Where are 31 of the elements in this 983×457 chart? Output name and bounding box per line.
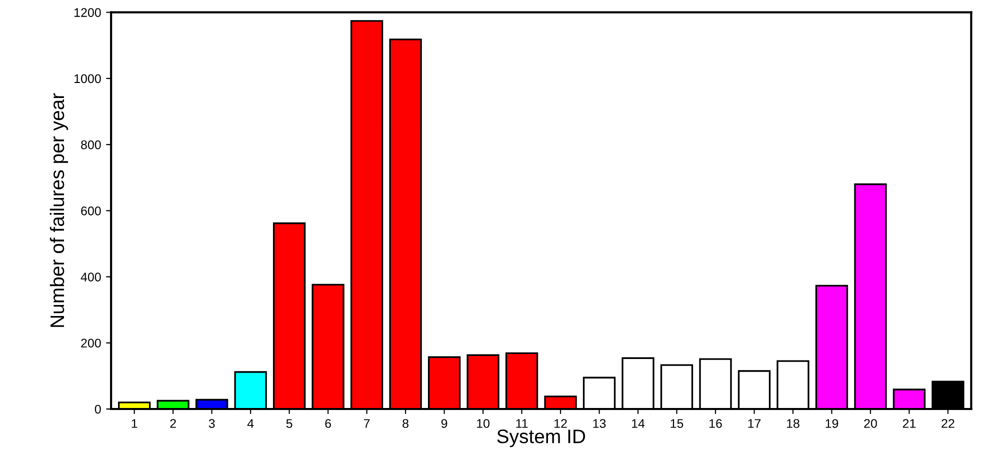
x-tick-label: 6 xyxy=(325,419,331,428)
x-tick-label: 1 xyxy=(132,419,138,428)
y-tick-label: 1000 xyxy=(74,74,101,84)
x-tick-label: 9 xyxy=(441,419,448,428)
x-tick-label: 17 xyxy=(748,419,761,428)
x-tick-label: 20 xyxy=(864,419,877,428)
y-tick-label: 0 xyxy=(94,404,101,414)
x-tick-label: 22 xyxy=(942,419,954,428)
x-tick-label: 21 xyxy=(902,419,916,428)
x-tick-label: 2 xyxy=(170,419,176,428)
x-tick-label: 19 xyxy=(826,419,838,428)
x-tick-label: 8 xyxy=(402,419,408,428)
x-tick-label: 4 xyxy=(247,419,254,428)
x-tick-label: 10 xyxy=(477,419,490,428)
x-tick-label: 16 xyxy=(709,419,722,428)
x-tick-label: 12 xyxy=(554,419,567,428)
x-tick-label: 11 xyxy=(516,419,528,428)
x-tick-label: 14 xyxy=(632,419,645,428)
x-tick-label: 18 xyxy=(786,419,800,428)
y-tick-label: 1200 xyxy=(74,8,101,17)
y-tick-label: 600 xyxy=(81,206,101,216)
x-tick-label: 7 xyxy=(364,419,370,428)
y-axis-title: Number of failures per year xyxy=(50,93,68,327)
y-tick-label: 400 xyxy=(80,272,101,282)
x-axis-title: System ID xyxy=(497,430,586,448)
x-tick-label: 13 xyxy=(593,419,606,428)
y-tick-label: 200 xyxy=(81,338,101,348)
x-tick-label: 5 xyxy=(286,419,292,428)
x-tick-label: 15 xyxy=(670,419,684,428)
y-tick-label: 800 xyxy=(81,140,101,150)
x-tick-label: 3 xyxy=(208,419,215,428)
